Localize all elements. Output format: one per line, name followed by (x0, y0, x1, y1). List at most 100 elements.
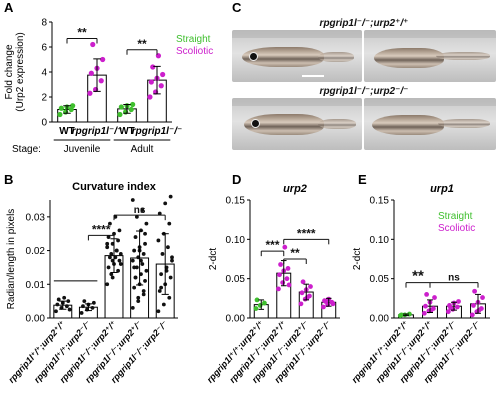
panel-letter-c: C (232, 0, 242, 15)
panel-letter-b: B (4, 172, 13, 187)
data-point (134, 265, 139, 270)
data-point (167, 221, 172, 226)
data-point (423, 303, 428, 309)
data-point (399, 312, 404, 318)
data-point (105, 245, 110, 250)
panel-letter-d: D (232, 172, 241, 187)
data-point (157, 289, 162, 293)
data-point (79, 311, 84, 315)
data-point (147, 94, 153, 100)
data-point (445, 309, 451, 315)
data-point (134, 214, 139, 219)
data-point (67, 307, 72, 312)
data-point (278, 262, 283, 267)
data-point (286, 282, 292, 288)
data-point (58, 105, 64, 111)
data-point (91, 300, 96, 305)
data-point (144, 221, 149, 226)
data-point (136, 295, 141, 300)
data-point (156, 238, 161, 243)
data-point (117, 258, 122, 263)
y-tick-label: 0.00 (226, 314, 246, 325)
y-tick-label: 0.10 (226, 235, 246, 246)
sig-label: **** (92, 222, 111, 236)
data-point (480, 295, 485, 300)
data-point (476, 307, 482, 313)
data-point (106, 235, 111, 239)
data-point (143, 231, 147, 236)
panel-letter-e: E (358, 172, 367, 187)
data-point (254, 297, 260, 303)
data-point (118, 262, 123, 266)
data-point (114, 248, 119, 253)
y-tick-label: 0.01 (26, 280, 46, 291)
data-point (108, 255, 112, 260)
data-point (428, 307, 434, 313)
y-axis-label: 2-dct (208, 248, 219, 270)
data-point (117, 111, 123, 118)
data-point (140, 262, 145, 266)
data-point (148, 79, 154, 85)
data-point (159, 272, 164, 277)
y-tick-label: 4 (41, 68, 47, 79)
legend-scoliotic: Scoliotic (438, 223, 475, 234)
stage-label: Stage: (12, 144, 41, 155)
fish-photo-top-right (364, 30, 496, 82)
data-point (308, 284, 313, 289)
data-point (56, 297, 61, 302)
fish-photo-bottom-right (364, 98, 496, 150)
data-point (140, 208, 145, 213)
sig-label: **** (297, 226, 316, 240)
legend-straight: Straight (438, 211, 473, 222)
data-point (133, 235, 138, 239)
chart-panel-d: 0.000.050.100.152-dcturp2*********rpgrip… (205, 183, 340, 385)
chart-panel-b: 0.00 0.01 0.02 0.03 Radian/length in pixels C… (6, 181, 178, 385)
genotype-label-top: rpgrip1l⁻/⁻;urp2⁺/⁺ (319, 18, 409, 29)
data-point (98, 78, 104, 84)
data-point (64, 304, 69, 309)
data-point (141, 292, 146, 297)
chart-title: urp2 (283, 183, 307, 195)
data-point (280, 280, 286, 285)
data-point (100, 56, 106, 63)
data-point (105, 241, 110, 246)
data-point (257, 303, 263, 308)
data-point (304, 295, 310, 300)
data-point (170, 255, 174, 260)
chart-title: urp1 (430, 183, 454, 195)
data-point (323, 299, 328, 304)
y-tick-label: 6 (41, 43, 47, 54)
data-point (160, 71, 166, 78)
data-point (166, 245, 170, 250)
data-point (112, 231, 116, 236)
data-point (159, 285, 164, 290)
data-point (277, 272, 282, 278)
data-point (170, 258, 174, 263)
data-point (117, 228, 122, 233)
data-point (130, 305, 135, 310)
x-tick-label: WT (119, 126, 135, 137)
data-point (116, 268, 120, 273)
data-point (456, 299, 461, 304)
data-point (141, 252, 146, 256)
data-point (109, 272, 114, 277)
data-point (157, 211, 162, 216)
data-point (276, 286, 281, 292)
y-tick-label: 8 (41, 18, 47, 29)
y-tick-label: 0.05 (226, 274, 246, 285)
x-tick-label: rpgrip1l⁻/⁻ (132, 126, 183, 137)
fish-photo-top-left (232, 30, 362, 82)
sig-label: ** (412, 268, 424, 285)
data-point (253, 306, 259, 311)
panel-letter-a: A (4, 0, 14, 15)
data-point (132, 248, 137, 253)
x-tick-label: rpgrip1l⁻/⁻ (72, 126, 123, 137)
data-point (130, 258, 135, 263)
data-point (300, 279, 306, 285)
data-point (57, 111, 63, 118)
data-point (66, 299, 71, 304)
data-point (108, 221, 112, 226)
y-tick-label: 0.05 (370, 274, 390, 285)
legend-straight: Straight (176, 34, 211, 45)
